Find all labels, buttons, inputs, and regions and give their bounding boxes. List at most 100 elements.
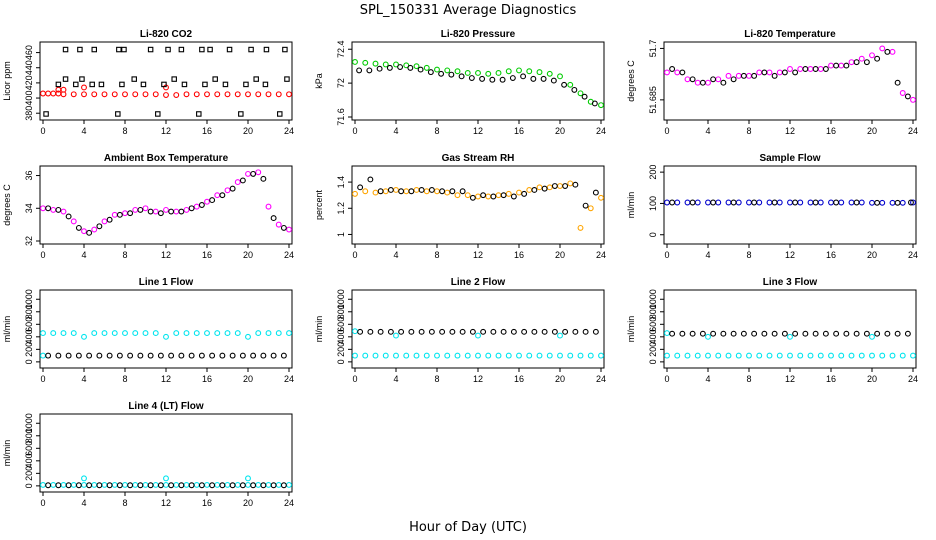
data-point [270,482,277,489]
data-point [262,81,269,88]
y-tick-label: 400 [648,329,658,344]
data-point [428,186,435,193]
data-point [188,352,195,359]
data-point [265,481,272,488]
data-point [567,81,574,88]
data-point [459,188,466,195]
y-tick-label: 400 [24,91,34,106]
data-point [561,81,568,88]
data-point [286,481,292,488]
data-point [163,475,169,482]
x-tick-label: 16 [202,498,212,508]
data-point [490,328,497,335]
data-point [490,193,497,200]
data-point [280,224,287,231]
data-point [122,330,128,337]
data-point [398,188,405,195]
data-point [178,482,185,489]
data-point [91,330,98,337]
x-tick-label: 12 [161,498,171,508]
data-point [730,76,737,83]
data-point [239,482,246,489]
data-point [245,91,251,98]
data-point [193,91,200,98]
y-axis-label: ml/min [314,316,324,343]
plot-box [39,165,293,245]
data-point [879,352,886,359]
x-tick-label: 16 [826,126,836,136]
x-tick-label: 8 [746,126,751,136]
data-point [229,352,236,359]
data-point [352,328,358,335]
data-point [817,352,824,359]
data-point [771,199,778,206]
data-point [869,352,875,359]
data-point [352,352,358,359]
data-point [509,75,516,81]
data-point [81,84,87,91]
data-point [802,66,809,72]
data-point [60,208,67,215]
panel-title: Li-820 Temperature [744,29,836,40]
data-point [280,352,287,359]
data-point [275,330,282,337]
data-point [689,199,696,206]
data-point [475,70,481,76]
data-point [874,330,881,337]
plot-box [351,165,605,245]
data-point [505,190,512,197]
data-point [817,66,824,72]
data-point [234,330,241,337]
data-point [89,81,95,88]
data-point [439,328,446,335]
series-1 [664,352,916,359]
series-1 [40,169,292,235]
plot-box [351,289,605,369]
data-point [458,73,465,80]
data-point [705,352,711,359]
data-point [740,72,747,79]
data-point [407,64,414,71]
data-point [848,199,855,206]
data-point [833,330,840,337]
x-tick-label: 12 [785,126,795,136]
data-point [111,211,118,218]
data-point [761,330,768,337]
y-tick-label: 32 [24,236,34,246]
data-point [495,70,502,76]
data-point [119,81,125,88]
data-point [253,76,259,82]
data-point [122,481,128,488]
data-point [40,352,46,359]
y-tick-label: 380 [24,106,34,121]
data-point [521,328,528,335]
data-point [505,352,512,359]
data-point [853,330,860,337]
data-point [132,91,139,98]
data-point [45,482,52,489]
x-tick-label: 4 [81,498,86,508]
data-point [70,91,77,98]
data-point [684,76,691,83]
x-tick-label: 4 [81,250,86,260]
y-tick-label: 0 [24,359,34,364]
data-point [577,90,584,97]
data-point [427,69,434,76]
data-point [454,68,461,75]
data-point [255,330,262,337]
plot-box [663,289,917,369]
data-point [699,330,706,337]
data-point [838,352,845,359]
data-point [725,199,732,206]
data-point [521,190,528,197]
data-point [715,76,722,83]
data-point [746,72,752,79]
series-3 [45,352,287,359]
data-point [756,199,763,206]
data-point [142,481,149,488]
data-point [516,67,522,74]
data-point [766,199,773,206]
data-point [848,59,855,66]
data-point [209,197,216,204]
